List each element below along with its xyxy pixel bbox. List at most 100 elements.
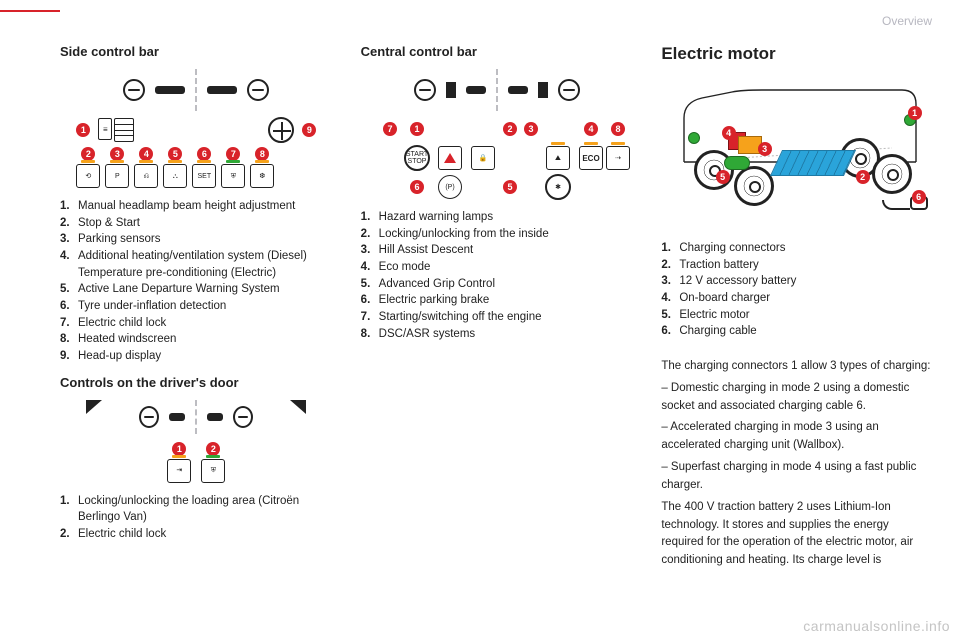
list-item: 3.Hill Assist Descent [361,242,634,259]
heating-icon: ⎌ [134,164,158,188]
list-item: 1.Manual headlamp beam height adjustment [60,198,333,215]
door-frame-icon [86,400,129,434]
list-item: 1.Locking/unlocking the loading area (Ci… [60,493,333,526]
dsc-asr-icon: ⇢ [606,146,630,170]
list-item: 2.Traction battery [661,257,934,274]
list-item: 1.Hazard warning lamps [361,209,634,226]
side-control-diagram: 1 ≡ 9 2⟲ 3P 4⎌ 5⛬ 6SET 7⛨ 8❆ [76,69,316,188]
callout-badge: 2 [503,122,517,136]
callout-badge: 7 [383,122,397,136]
wheel-icon [872,154,912,194]
ev-paragraph: – Accelerated charging in mode 3 using a… [661,419,934,455]
callout-badge: 3 [110,147,124,161]
electric-motor-diagram: 1 2 3 4 5 6 [668,76,928,226]
hill-descent-icon: ⛰ [546,146,570,170]
callout-badge: 6 [912,190,926,204]
callout-badge: 5 [168,147,182,161]
side-title: Side control bar [60,44,333,59]
list-item: 5.Electric motor [661,307,934,324]
callout-badge: 1 [410,122,424,136]
central-control-diagram: 7 1 2 3 4 8 START STOP 🔒 ⛰ ECO [382,69,612,199]
list-item: 9.Head-up display [60,348,333,365]
steering-wheel-icon [558,79,580,101]
ev-paragraph: The charging connectors 1 allow 3 types … [661,358,934,376]
list-item: 6.Electric parking brake [361,292,634,309]
dpad-icon [268,117,294,143]
vent-icon [538,82,548,98]
list-item: 2.Electric child lock [60,526,333,543]
list-item: 3.Parking sensors [60,231,333,248]
grip-control-icon: ✱ [545,174,571,200]
electric-motor-icon [724,156,750,170]
page: Overview Side control bar 1 ≡ [0,0,960,640]
list-item: 4.On-board charger [661,290,934,307]
eco-mode-icon: ECO [579,146,603,170]
mirror-icon [207,413,223,421]
callout-badge: 6 [197,147,211,161]
ev-paragraph: The 400 V traction battery 2 uses Lithiu… [661,499,934,570]
vent-icon [446,82,456,98]
callout-badge: 5 [716,170,730,184]
list-item: 5.Advanced Grip Control [361,276,634,293]
callout-badge: 2 [81,147,95,161]
mirror-icon [155,86,185,94]
list-item: 3.12 V accessory battery [661,273,934,290]
mirror-icon [466,86,486,94]
mirror-icon [207,86,237,94]
columns: Side control bar 1 ≡ [60,44,934,574]
steering-wheel-icon [247,79,269,101]
central-lock-icon: 🔒 [471,146,495,170]
central-title: Central control bar [361,44,634,59]
headlamp-adjust-icon [114,118,134,142]
door-controls-diagram: 1 ⇥ 2 ⛨ [86,400,306,483]
callout-badge: 6 [410,180,424,194]
lane-departure-icon: ⛬ [163,164,187,188]
loading-lock-icon: ⇥ [167,459,191,483]
callout-badge: 4 [722,126,736,140]
headlamp-icon: ≡ [98,118,112,140]
watermark: carmanualsonline.info [803,618,950,634]
steering-wheel-icon [139,406,159,428]
ev-title: Electric motor [661,44,934,64]
col-middle: Central control bar 7 1 2 [361,44,634,574]
callout-badge: 4 [584,122,598,136]
traction-battery-icon [770,150,856,176]
steering-wheel-icon [123,79,145,101]
list-item: 6.Tyre under-inflation detection [60,298,333,315]
divider-icon [195,69,197,111]
central-list: 1.Hazard warning lamps 2.Locking/unlocki… [361,209,634,342]
charging-connector-icon [688,132,700,144]
callout-badge: 3 [758,142,772,156]
callout-badge: 1 [172,442,186,456]
tyre-pressure-icon: SET [192,164,216,188]
child-lock-icon: ⛨ [201,459,225,483]
list-item: 7.Starting/switching off the engine [361,309,634,326]
col-left: Side control bar 1 ≡ [60,44,333,574]
list-item: 4.Additional heating/ventilation system … [60,248,333,281]
col-right: Electric motor 1 2 [661,44,934,574]
callout-badge: 1 [76,123,90,137]
list-item: 8.Heated windscreen [60,331,333,348]
door-frame-icon [263,400,306,434]
list-item: 5.Active Lane Departure Warning System [60,281,333,298]
section-label: Overview [882,14,932,28]
list-item: 2.Locking/unlocking from the inside [361,226,634,243]
parking-sensor-icon: P [105,164,129,188]
callout-badge: 3 [524,122,538,136]
side-icon-row: 2⟲ 3P 4⎌ 5⛬ 6SET 7⛨ 8❆ [76,147,316,188]
ev-list: 1.Charging connectors 2.Traction battery… [661,240,934,340]
list-item: 7.Electric child lock [60,315,333,332]
callout-badge: 7 [226,147,240,161]
start-stop-button-icon: START STOP [404,145,430,171]
accent-bar [0,10,60,12]
callout-badge: 1 [908,106,922,120]
callout-badge: 2 [856,170,870,184]
hazard-icon [438,146,462,170]
list-item: 6.Charging cable [661,323,934,340]
mirror-icon [169,413,185,421]
callout-badge: 5 [503,180,517,194]
ev-paragraph: – Domestic charging in mode 2 using a do… [661,380,934,416]
callout-badge: 2 [206,442,220,456]
heated-windscreen-icon: ❆ [250,164,274,188]
door-list: 1.Locking/unlocking the loading area (Ci… [60,493,333,543]
